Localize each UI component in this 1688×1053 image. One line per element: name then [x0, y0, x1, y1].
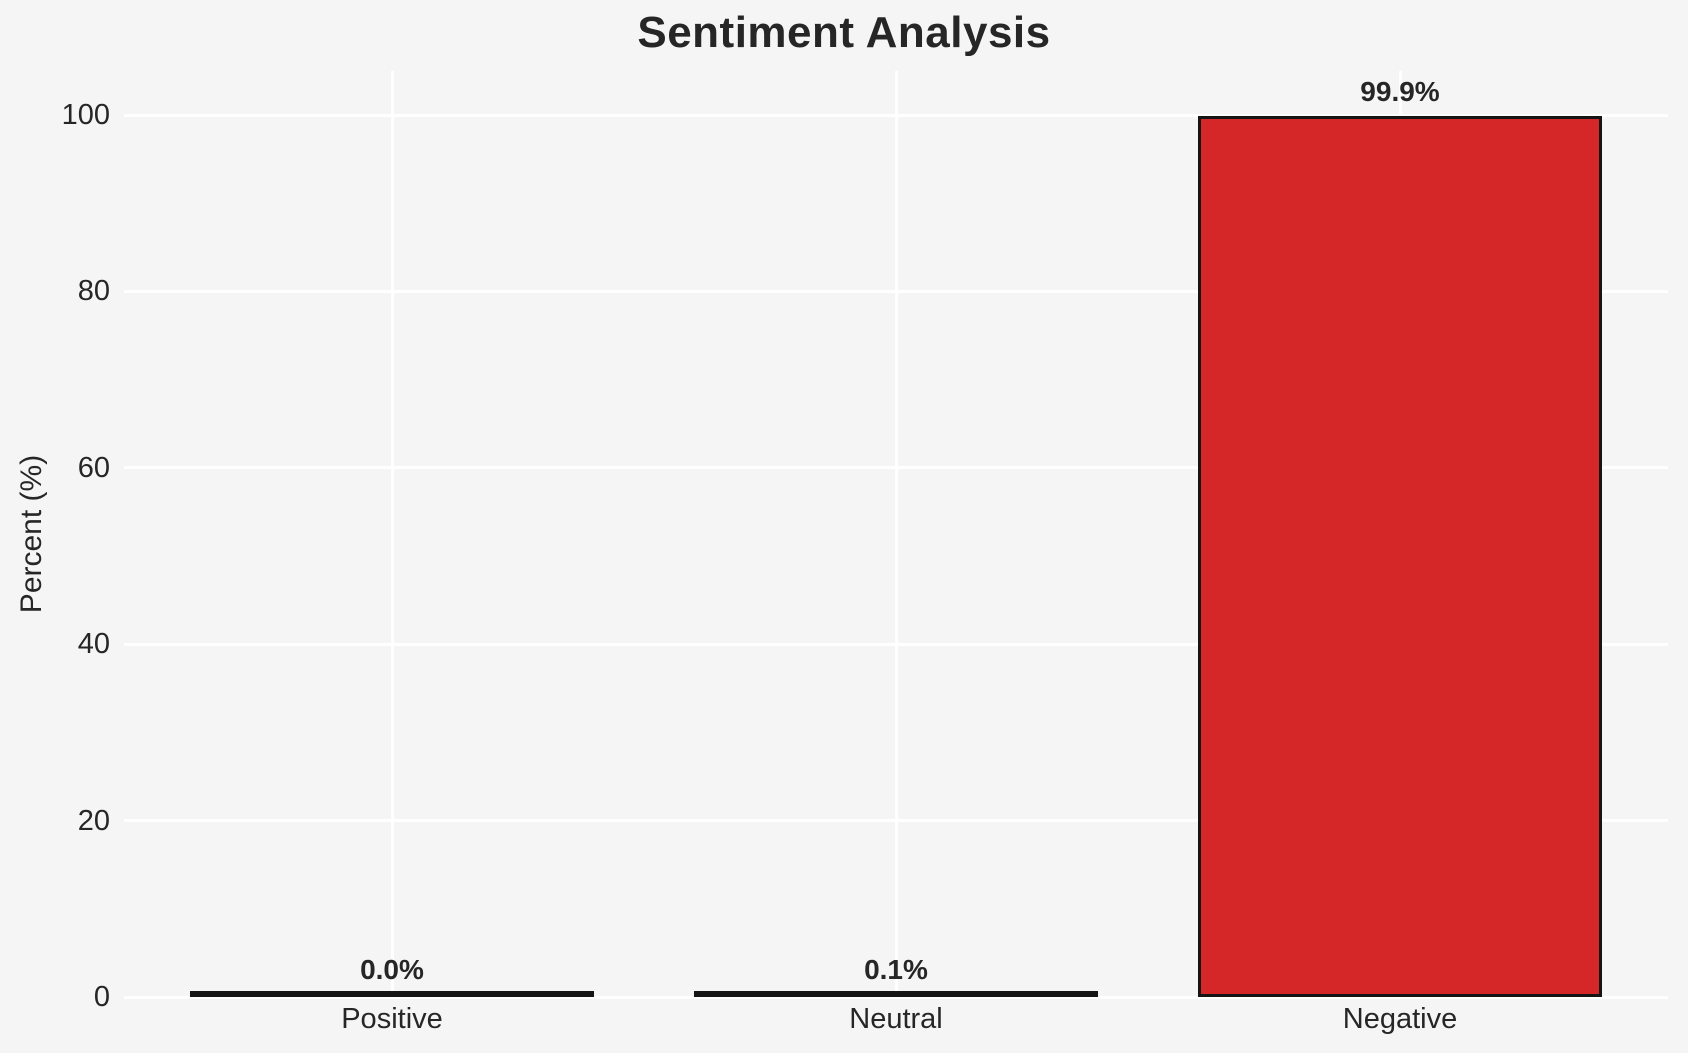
plot-area: 0.0% 0.1% 99.9%: [124, 71, 1668, 999]
y-tick-label: 80: [77, 275, 110, 308]
chart-title: Sentiment Analysis: [637, 8, 1051, 57]
gridline-vertical: [894, 71, 898, 997]
bar-neutral: [694, 991, 1098, 997]
y-tick-label: 0: [93, 981, 110, 1013]
x-tick-label: Neutral: [849, 1003, 943, 1035]
x-tick-label: Positive: [341, 1003, 443, 1035]
y-tick-label: 100: [61, 99, 110, 132]
bar-value-label: 0.0%: [360, 954, 424, 985]
y-tick-label: 20: [77, 804, 110, 837]
gridline-vertical: [390, 71, 394, 997]
bar-value-label: 0.1%: [864, 954, 928, 985]
gridline-horizontal: [124, 995, 1668, 999]
y-tick-label: 40: [77, 628, 110, 661]
bar-negative: [1198, 116, 1602, 997]
y-tick-label: 60: [77, 451, 110, 484]
bar-value-label: 99.9%: [1360, 76, 1440, 107]
x-tick-label: Negative: [1342, 1003, 1458, 1035]
bar-positive: [190, 991, 594, 997]
